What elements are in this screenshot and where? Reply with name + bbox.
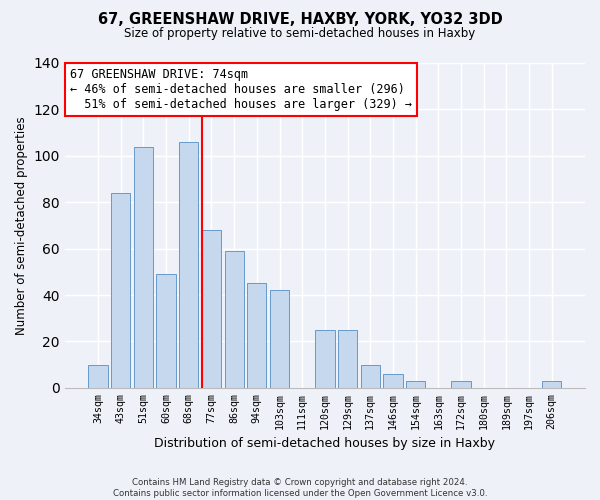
Bar	[202, 230, 221, 388]
Bar	[247, 284, 266, 388]
Bar	[361, 364, 380, 388]
Bar	[542, 381, 562, 388]
Bar	[224, 251, 244, 388]
Y-axis label: Number of semi-detached properties: Number of semi-detached properties	[15, 116, 28, 334]
Bar	[134, 146, 153, 388]
Bar	[270, 290, 289, 388]
Bar	[179, 142, 199, 388]
Text: Contains HM Land Registry data © Crown copyright and database right 2024.
Contai: Contains HM Land Registry data © Crown c…	[113, 478, 487, 498]
X-axis label: Distribution of semi-detached houses by size in Haxby: Distribution of semi-detached houses by …	[154, 437, 496, 450]
Bar	[406, 381, 425, 388]
Text: Size of property relative to semi-detached houses in Haxby: Size of property relative to semi-detach…	[124, 28, 476, 40]
Bar	[157, 274, 176, 388]
Bar	[451, 381, 470, 388]
Bar	[383, 374, 403, 388]
Bar	[315, 330, 335, 388]
Bar	[88, 364, 108, 388]
Text: 67, GREENSHAW DRIVE, HAXBY, YORK, YO32 3DD: 67, GREENSHAW DRIVE, HAXBY, YORK, YO32 3…	[98, 12, 502, 28]
Bar	[338, 330, 357, 388]
Bar	[111, 193, 130, 388]
Text: 67 GREENSHAW DRIVE: 74sqm
← 46% of semi-detached houses are smaller (296)
  51% : 67 GREENSHAW DRIVE: 74sqm ← 46% of semi-…	[70, 68, 412, 111]
